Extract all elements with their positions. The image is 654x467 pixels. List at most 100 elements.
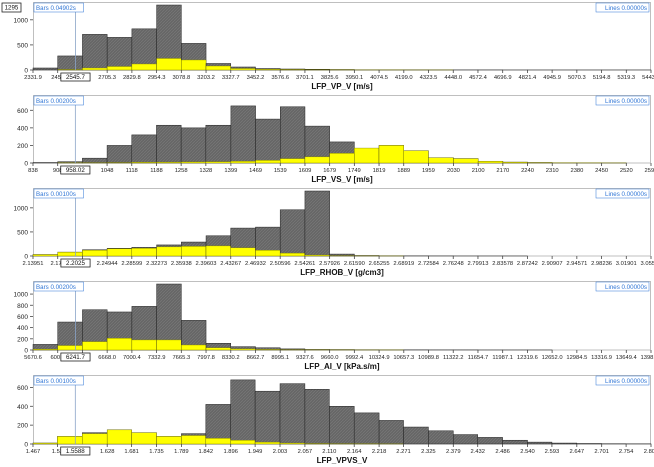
x-tick-label: 9327.6 <box>296 355 314 361</box>
x-tick-label: 2380 <box>570 168 583 174</box>
x-tick-label: 2.57926 <box>319 261 340 267</box>
bars-timing-label: Bars 0.04902s <box>36 5 76 12</box>
histogram-highlight-bar <box>32 442 58 445</box>
histogram-highlight-bar <box>156 161 182 164</box>
histogram-highlight-bar <box>279 252 306 257</box>
x-tick-label: 3825.6 <box>321 75 339 81</box>
x-tick-label: 3576.6 <box>271 75 289 81</box>
x-tick-label: 3327.7 <box>222 75 240 81</box>
histogram-highlight-bar <box>131 432 157 445</box>
x-tick-label: 13316.9 <box>591 355 612 361</box>
x-tick-label: 7997.8 <box>197 355 215 361</box>
histogram-highlight-bar <box>181 344 207 351</box>
histogram-highlight-bar <box>181 246 207 257</box>
y-tick-label: 1000 <box>14 17 29 24</box>
cursor-value-label: 1.5588 <box>66 448 85 455</box>
histogram-highlight-bar <box>131 63 157 71</box>
histogram-highlight-bar <box>131 339 157 351</box>
x-tick-label: 2.90907 <box>542 261 563 267</box>
histogram-highlight-bar <box>57 251 83 257</box>
y-tick-label: 1000 <box>14 292 29 299</box>
histogram-highlight-bar <box>106 429 132 445</box>
histogram-bar <box>255 118 281 164</box>
bars-timing-label: Bars 0.00100s <box>36 191 76 198</box>
y-tick-label: 400 <box>17 325 28 332</box>
x-tick-label: 2.35938 <box>171 261 192 267</box>
lines-timing-box <box>595 281 650 292</box>
histogram-highlight-bar <box>255 69 281 71</box>
x-tick-label: 2705.3 <box>98 75 116 81</box>
x-tick-label: 1609 <box>299 168 312 174</box>
histogram-bar <box>32 67 58 71</box>
x-tick-label: 2.593 <box>545 449 560 455</box>
x-tick-label: 2.94571 <box>566 261 587 267</box>
x-tick-label: 1749 <box>348 168 361 174</box>
x-tick-label: 2.164 <box>347 449 362 455</box>
histogram-highlight-bar <box>304 254 330 257</box>
x-tick-label: 2.325 <box>421 449 436 455</box>
x-tick-label: 2.87242 <box>517 261 538 267</box>
x-tick-label: 2.003 <box>273 449 288 455</box>
histogram-highlight-bar <box>106 248 133 257</box>
histogram-highlight-bar <box>354 147 380 164</box>
histogram-highlight-bar <box>205 245 231 257</box>
x-tick-label: 3.05565 <box>641 261 654 267</box>
x-axis-label: LFP_VPVS_V <box>317 456 368 465</box>
x-tick-label: 2.754 <box>619 449 634 455</box>
x-axis-label: LFP_AI_V [kPa.s/m] <box>304 362 379 371</box>
histogram-highlight-bar <box>156 339 182 351</box>
x-tick-label: 10657.3 <box>393 355 414 361</box>
histogram-highlight-bar <box>230 161 256 164</box>
x-tick-label: 2.701 <box>594 449 609 455</box>
histogram-bar <box>106 145 133 164</box>
x-tick-label: 4572.4 <box>469 75 488 81</box>
x-tick-label: 2.46932 <box>245 261 266 267</box>
cursor-value-box <box>60 352 91 362</box>
bars-timing-label: Bars 0.00100s <box>36 378 76 385</box>
x-tick-label: 2520 <box>620 168 633 174</box>
x-tick-label: 2.432 <box>470 449 485 455</box>
x-tick-label: 8662.7 <box>247 355 265 361</box>
x-tick-label: 2.50596 <box>270 261 291 267</box>
x-tick-label: 9660.0 <box>321 355 339 361</box>
histogram-highlight-bar <box>131 162 157 164</box>
histogram-bar <box>403 426 429 445</box>
histogram-highlight-bar <box>156 58 182 71</box>
histogram-bar <box>304 190 330 257</box>
x-tick-label: 2.486 <box>495 449 510 455</box>
histogram-highlight-bar <box>304 156 330 164</box>
y-tick-label: 0 <box>24 161 28 168</box>
histogram-bar <box>131 134 157 164</box>
x-tick-label: 2.39603 <box>196 261 217 267</box>
histogram-highlight-bar <box>181 59 207 71</box>
x-tick-label: 2.13951 <box>23 261 44 267</box>
bars-timing-label: Bars 0.00200s <box>36 98 76 105</box>
lines-timing-label: Lines 0.00000s <box>605 378 647 385</box>
histogram-bar <box>477 437 503 445</box>
x-tick-label: 2590 <box>645 168 654 174</box>
histogram-bar <box>82 34 108 71</box>
y-tick-label: 600 <box>17 108 28 115</box>
lines-timing-box <box>595 95 650 106</box>
histogram-highlight-bar <box>403 150 429 164</box>
x-tick-label: 4323.5 <box>420 75 438 81</box>
histogram-highlight-bar <box>230 68 256 71</box>
histogram-highlight-bar <box>255 250 281 257</box>
y-tick-label: 0 <box>24 348 28 355</box>
histogram-highlight-bar <box>329 153 355 164</box>
x-tick-label: 11987.1 <box>492 355 513 361</box>
max-count-label: 1295 <box>5 5 19 12</box>
histogram-highlight-bar <box>106 66 133 71</box>
histogram-highlight-bar <box>156 436 182 445</box>
max-count-box <box>1 2 22 13</box>
histogram-highlight-bar <box>205 65 231 71</box>
histogram-svg: 0 200 400 600 838 908 1048 1118 1188 1258 1328 1399… <box>17 95 654 184</box>
histogram-bar <box>551 442 578 445</box>
x-tick-label: 1.949 <box>248 449 263 455</box>
x-tick-label: 8330.2 <box>222 355 240 361</box>
y-tick-label: 200 <box>17 336 28 343</box>
x-axis-label: LFP_RHOB_V [g/cm3] <box>300 268 384 277</box>
x-tick-label: 12652.0 <box>542 355 563 361</box>
histogram-bar <box>279 209 306 257</box>
histogram-bar <box>254 390 281 445</box>
